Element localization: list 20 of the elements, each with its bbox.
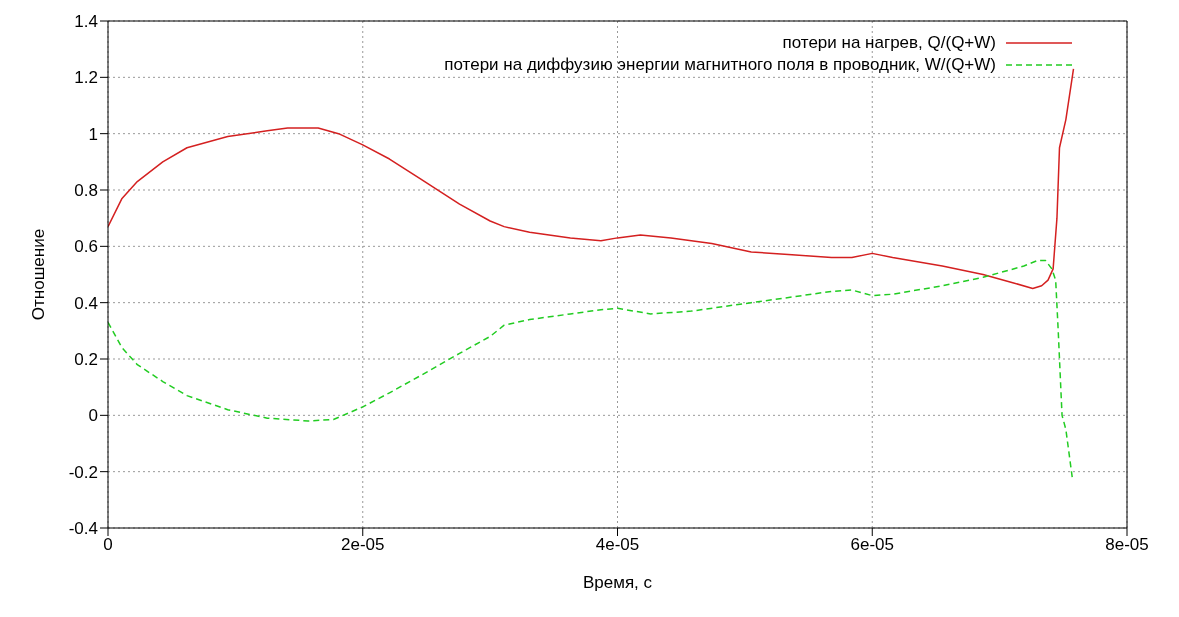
y-tick-label: -0.2 — [68, 462, 98, 482]
legend-label: потери на нагрев, Q/(Q+W) — [782, 33, 996, 53]
y-tick-label: 1.4 — [74, 12, 98, 32]
y-tick-label: 0.2 — [74, 350, 98, 370]
y-tick-label: 0.8 — [74, 181, 98, 201]
x-tick-label: 0 — [103, 535, 113, 555]
x-tick-label: 8e-05 — [1105, 535, 1149, 555]
y-axis-title: Отношение — [29, 228, 49, 321]
y-tick-label: -0.4 — [68, 519, 98, 539]
x-axis-title: Время, с — [582, 573, 653, 592]
y-tick-label: 0 — [88, 406, 98, 426]
line-series — [108, 259, 1073, 479]
y-tick-label: 1.2 — [74, 68, 98, 88]
legend-label: потери на диффузию энергии магнитного поля в проводник, W/(Q+W) — [444, 55, 996, 75]
x-tick-label: 6e-05 — [850, 535, 894, 555]
y-tick-label: 0.4 — [74, 293, 98, 313]
y-tick-label: 0.6 — [74, 237, 98, 257]
x-tick-label: 4e-05 — [595, 535, 640, 555]
y-tick-label: 1 — [88, 124, 98, 144]
x-tick-label: 2e-05 — [341, 535, 385, 555]
